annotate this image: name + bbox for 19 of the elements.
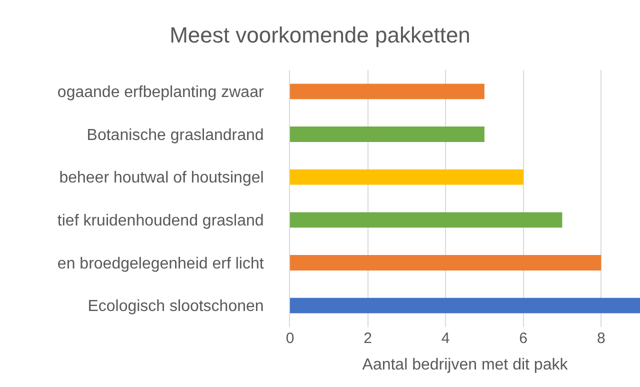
x-tick-label: 2 bbox=[364, 330, 372, 347]
bar bbox=[290, 298, 640, 314]
bar bbox=[290, 126, 484, 142]
y-tick-label: Botanische graslandrand bbox=[86, 126, 264, 144]
bar bbox=[290, 212, 562, 228]
bar bbox=[290, 84, 484, 100]
x-tick-label: 8 bbox=[596, 330, 606, 347]
y-tick-label: beheer houtwal of houtsingel bbox=[59, 170, 264, 187]
y-tick-label: Ecologisch slootschonen bbox=[88, 298, 264, 316]
y-tick-label: tief kruidenhoudend grasland bbox=[57, 212, 264, 230]
y-tick-label: ogaande erfbeplanting zwaar bbox=[57, 84, 264, 102]
x-tick-label: 0 bbox=[286, 330, 294, 347]
chart-title: Meest voorkomende pakketten bbox=[170, 22, 470, 48]
y-tick-label: en broedgelegenheid erf licht bbox=[57, 255, 264, 272]
x-axis-title: Aantal bedrijven met dit pakk bbox=[362, 356, 569, 374]
x-tick-label: 6 bbox=[519, 330, 528, 347]
bar bbox=[290, 255, 602, 270]
x-tick-label: 4 bbox=[441, 330, 450, 347]
bar bbox=[290, 169, 524, 185]
